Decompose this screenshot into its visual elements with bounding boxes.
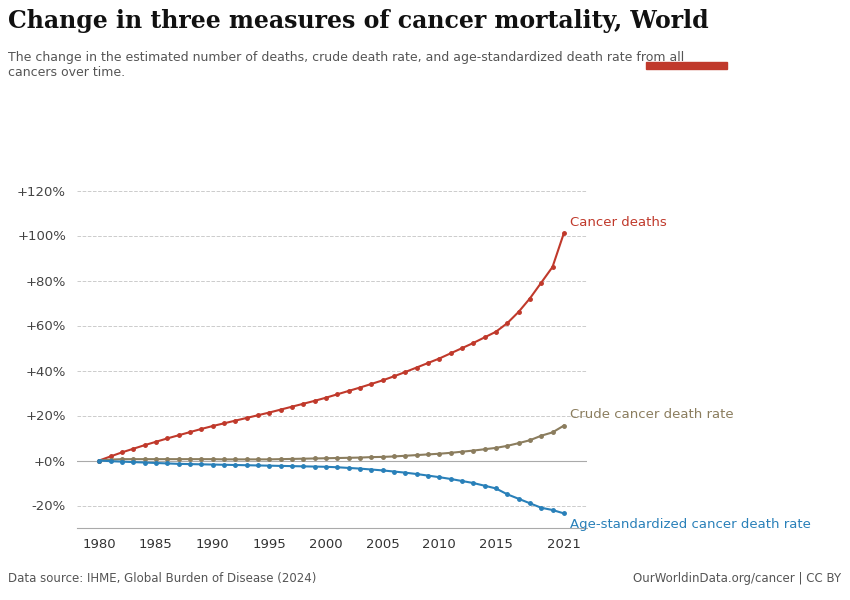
Bar [646, 62, 727, 69]
Text: Cancer deaths: Cancer deaths [570, 216, 666, 229]
Text: Change in three measures of cancer mortality, World: Change in three measures of cancer morta… [8, 9, 709, 33]
Text: Age-standardized cancer death rate: Age-standardized cancer death rate [570, 518, 810, 531]
Text: in Data: in Data [665, 43, 707, 52]
Text: Our World: Our World [656, 25, 716, 35]
Text: Data source: IHME, Global Burden of Disease (2024): Data source: IHME, Global Burden of Dise… [8, 572, 317, 585]
Text: The change in the estimated number of deaths, crude death rate, and age-standard: The change in the estimated number of de… [8, 51, 685, 79]
Text: Crude cancer death rate: Crude cancer death rate [570, 408, 734, 421]
Text: OurWorldinData.org/cancer | CC BY: OurWorldinData.org/cancer | CC BY [633, 572, 842, 585]
